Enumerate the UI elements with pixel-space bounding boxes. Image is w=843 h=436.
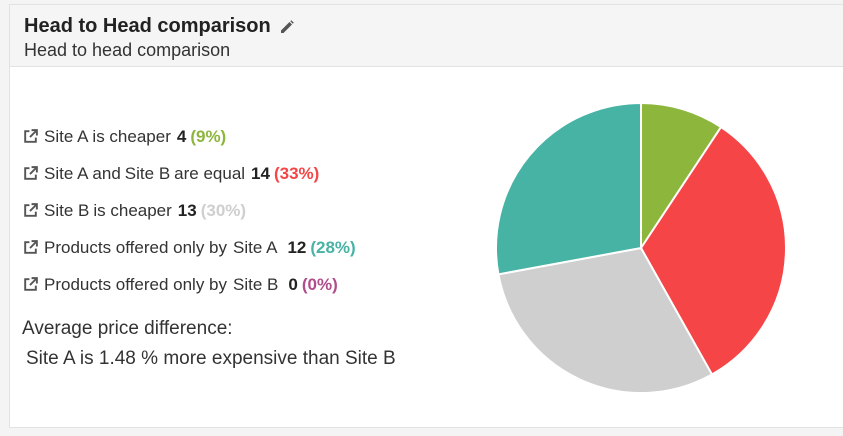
stat-row-only-site-b: Products offered only by Site B 0 (0%): [22, 266, 356, 303]
stat-text: Products offered only by: [44, 237, 228, 257]
pencil-icon[interactable]: [279, 19, 295, 35]
stat-text: are equal: [174, 163, 246, 183]
pie-slice[interactable]: [640, 101, 723, 252]
site-b-name: Site B: [44, 200, 90, 220]
stat-percent: (28%): [310, 237, 356, 257]
external-link-icon[interactable]: [22, 202, 39, 219]
external-link-icon[interactable]: [22, 276, 39, 293]
stat-text: is cheaper: [93, 200, 172, 220]
site-a-name: Site A: [26, 348, 75, 369]
panel-subtitle: Head to head comparison: [24, 40, 231, 60]
pie-slice[interactable]: [497, 246, 714, 394]
site-a-name: Site A: [44, 163, 89, 183]
stat-count: 14: [251, 163, 270, 183]
average-text: Site A is 1.48 % more expensive than Sit…: [26, 348, 396, 370]
stat-count: 12: [287, 237, 307, 257]
stat-count: 4: [176, 126, 187, 146]
pie-slice[interactable]: [495, 101, 642, 276]
stats-list: Site A is cheaper 4 (9%) Site A and Site…: [22, 118, 356, 303]
average-price-difference: Average price difference: Site A is 1.48…: [22, 318, 396, 370]
stat-count: 0: [288, 274, 298, 294]
panel-title: Head to Head comparison: [24, 15, 271, 37]
stat-percent: (9%): [190, 126, 227, 146]
average-label: Average price difference:: [22, 318, 233, 339]
site-b-name: Site B: [344, 348, 396, 369]
external-link-icon[interactable]: [22, 128, 39, 145]
site-a-name: Site A: [44, 126, 89, 146]
stat-row-site-b-cheaper: Site B is cheaper 13 (30%): [22, 192, 356, 229]
site-b-name: Site B: [233, 274, 279, 294]
external-link-icon[interactable]: [22, 239, 39, 256]
stat-row-equal: Site A and Site B are equal 14 (33%): [22, 155, 356, 192]
stat-percent: (0%): [301, 274, 338, 294]
stat-count: 13: [177, 200, 197, 220]
stat-percent: (33%): [273, 163, 320, 183]
stat-row-only-site-a: Products offered only by Site A 12 (28%): [22, 229, 356, 266]
title-row: Head to Head comparison: [24, 15, 829, 38]
panel-header: Head to Head comparison Head to head com…: [10, 5, 843, 67]
external-link-icon[interactable]: [22, 165, 39, 182]
stat-text: and: [92, 163, 121, 183]
stat-row-site-a-cheaper: Site A is cheaper 4 (9%): [22, 118, 356, 155]
average-statement: is 1.48 % more expensive than: [79, 348, 340, 369]
stat-text: is cheaper: [92, 126, 171, 146]
site-a-name: Site A: [233, 237, 278, 257]
comparison-pie-chart: [495, 101, 787, 394]
site-b-name: Site B: [124, 163, 171, 183]
pie-slice[interactable]: [639, 125, 787, 376]
stat-text: Products offered only by: [44, 274, 228, 294]
stat-percent: (30%): [200, 200, 247, 220]
